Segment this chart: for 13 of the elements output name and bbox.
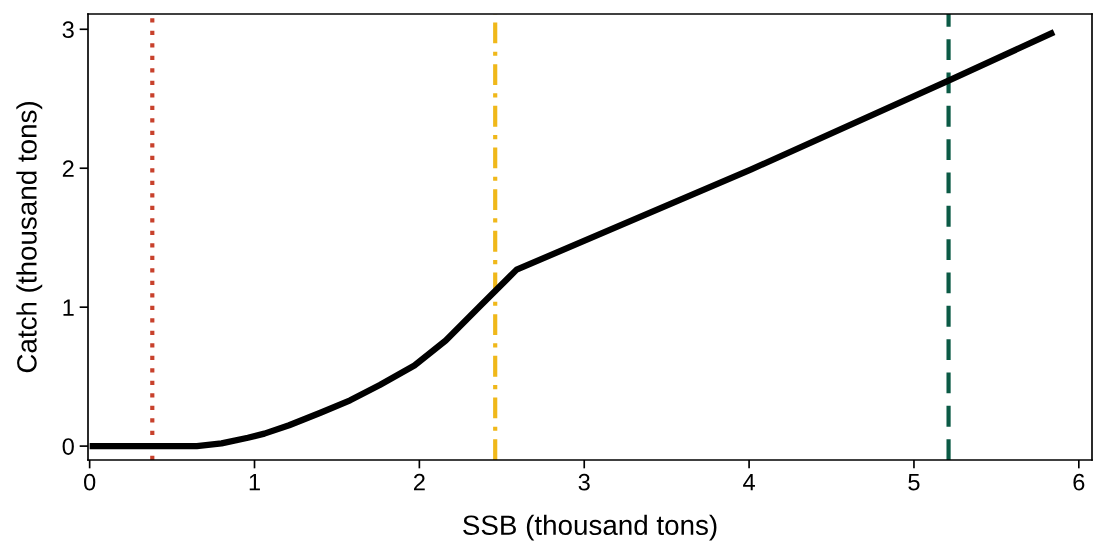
y-axis-title: Catch (thousand tons)	[16, 102, 43, 373]
x-tick-label: 5	[908, 474, 920, 491]
x-axis-title: SSB (thousand tons)	[463, 514, 717, 541]
x-tick-label: 6	[1073, 473, 1085, 491]
y-tick-label: 1	[63, 299, 74, 316]
y-tick-label: 3	[62, 21, 74, 39]
x-tick-label: 4	[743, 474, 755, 491]
x-tick-label: 2	[413, 473, 425, 491]
y-tick-label: 0	[62, 438, 74, 455]
x-tick-label: 3	[578, 473, 590, 491]
y-tick-label: 2	[62, 160, 74, 177]
x-tick-label: 1	[249, 474, 260, 491]
x-tick-label: 0	[84, 473, 96, 491]
